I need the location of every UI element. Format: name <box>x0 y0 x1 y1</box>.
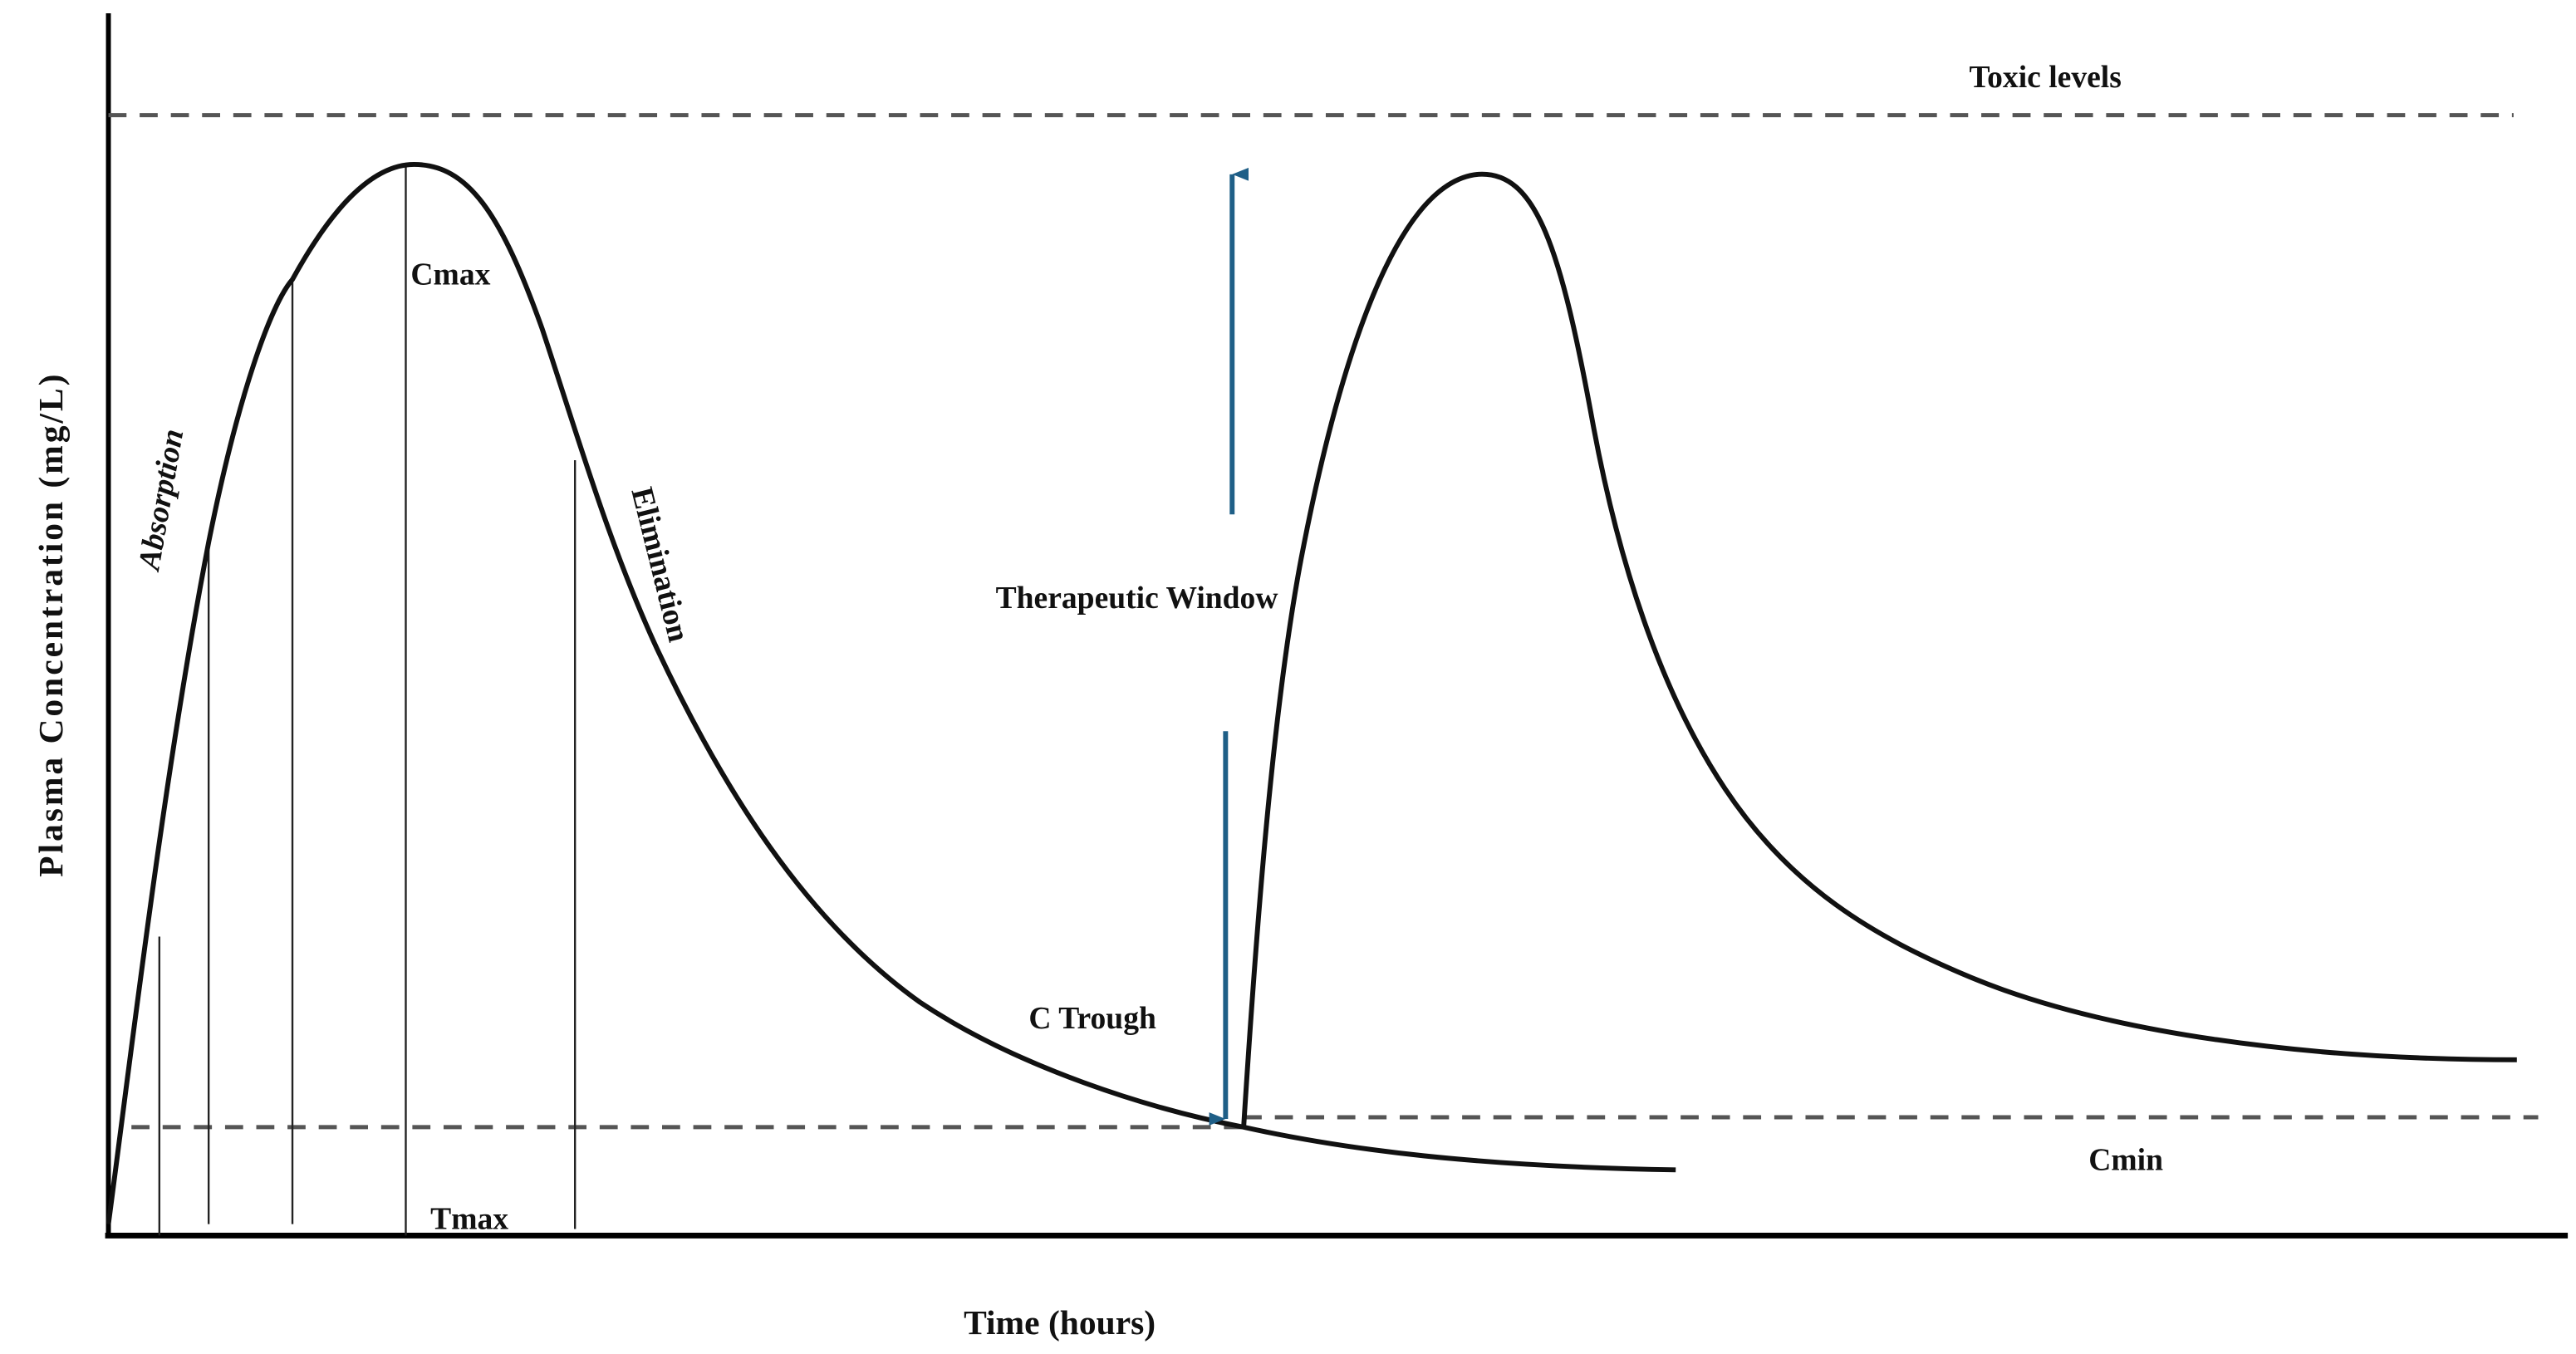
cmin-line <box>131 1115 2539 1130</box>
y-axis-title: Plasma Concentration (mg/L) <box>32 372 71 877</box>
elimination-label: Elimination <box>624 484 695 645</box>
second-dose-curve <box>1241 171 2517 1128</box>
therapeutic-window-label: Therapeutic Window <box>996 581 1278 616</box>
x-axis-title: Time (hours) <box>964 1303 1156 1342</box>
first-dose-curve <box>105 161 1676 1224</box>
drop-lines <box>158 164 577 1236</box>
cmax-label: Cmax <box>410 258 490 292</box>
cmin-label: Cmin <box>2088 1143 2163 1177</box>
c-trough-label: C Trough <box>1028 1002 1156 1036</box>
absorption-label: Absorption <box>132 427 190 575</box>
tmax-label: Tmax <box>430 1203 508 1237</box>
toxic-levels-label: Toxic levels <box>1970 61 2122 95</box>
